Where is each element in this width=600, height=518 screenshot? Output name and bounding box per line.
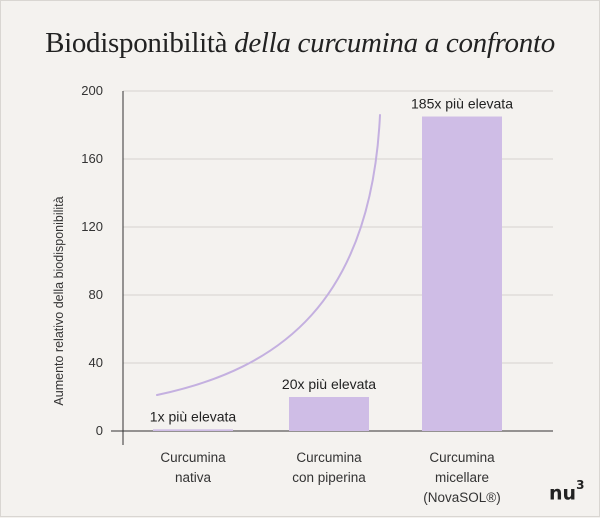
chart-title-italic: della curcumina a confronto xyxy=(234,27,555,59)
bar xyxy=(289,397,369,431)
y-tick-label: 80 xyxy=(89,287,103,302)
y-tick-label: 0 xyxy=(96,423,103,438)
y-axis-label: Aumento relativo della biodisponibilità xyxy=(52,196,66,405)
x-tick-label: Curcumina xyxy=(160,450,226,465)
brand-logo-text: nu xyxy=(549,482,577,505)
growth-curve xyxy=(156,114,381,396)
brand-logo-sup: 3 xyxy=(576,478,585,492)
x-tick-label: nativa xyxy=(175,470,212,485)
y-tick-label: 40 xyxy=(89,355,103,370)
data-label: 185x più elevata xyxy=(411,96,513,112)
data-label: 20x più elevata xyxy=(282,376,376,392)
y-tick-label: 160 xyxy=(81,151,103,166)
y-tick-label: 200 xyxy=(81,83,103,98)
x-tick-label: Curcumina xyxy=(429,450,495,465)
chart-title-plain: Biodisponibilità xyxy=(45,27,228,59)
bar xyxy=(422,116,502,431)
x-tick-label: (NovaSOL®) xyxy=(423,490,500,505)
x-tick-label: con piperina xyxy=(292,470,366,485)
y-tick-label: 120 xyxy=(81,219,103,234)
x-tick-label: Curcumina xyxy=(296,450,362,465)
brand-logo: nu3 xyxy=(549,478,585,505)
data-label: 1x più elevata xyxy=(150,408,237,424)
x-tick-label: micellare xyxy=(435,470,489,485)
bar xyxy=(153,429,233,431)
chart-title: Biodisponibilità della curcumina a confr… xyxy=(1,27,599,60)
